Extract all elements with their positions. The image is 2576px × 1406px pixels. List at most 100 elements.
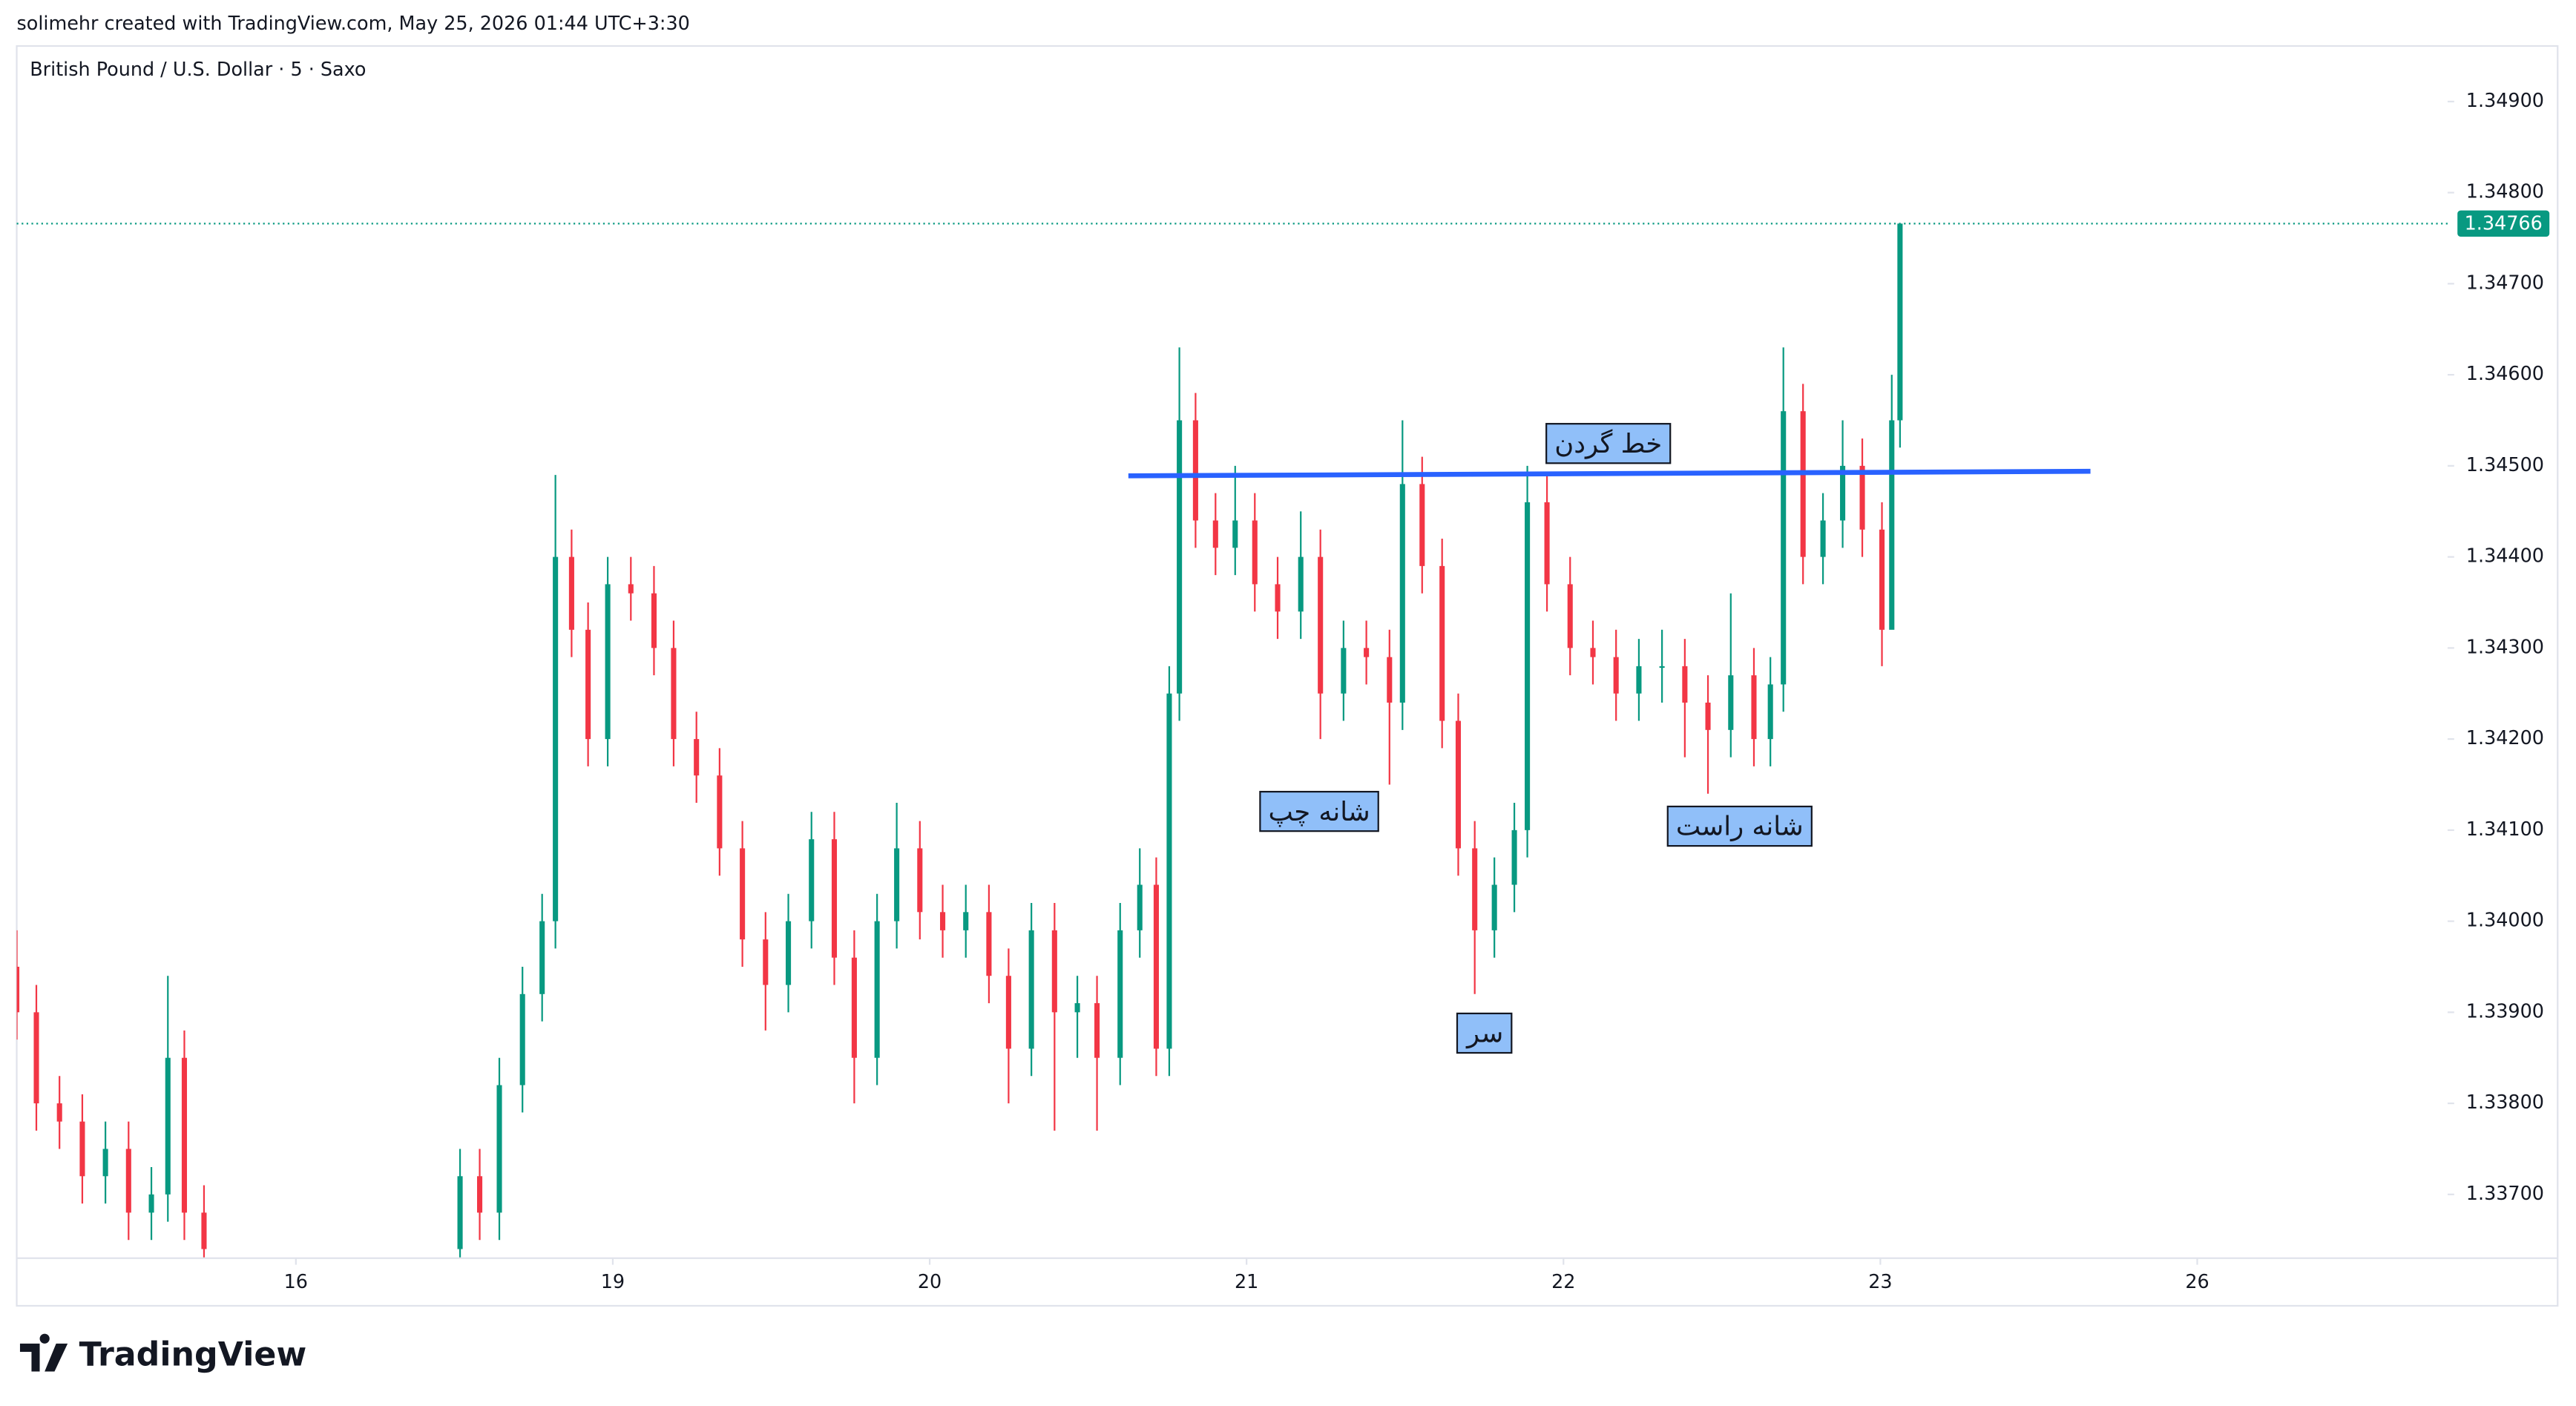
candle-body: [1387, 657, 1393, 703]
candle-body: [477, 1176, 483, 1213]
annotation-text: خط گردن: [1554, 429, 1662, 459]
candle-body: [1364, 648, 1370, 657]
candle-body: [894, 848, 900, 922]
candle-body: [1252, 520, 1258, 585]
candle-body: [809, 839, 815, 922]
candle-body: [605, 584, 611, 740]
candle-body: [694, 739, 700, 776]
y-tick-label: 1.34900: [2466, 90, 2544, 112]
candle-body: [1439, 565, 1445, 721]
y-tick-label: 1.34700: [2466, 272, 2544, 294]
y-tick-label: 1.34200: [2466, 727, 2544, 749]
x-tick-label: 19: [601, 1271, 625, 1293]
candle-body: [519, 993, 525, 1085]
candle-body: [917, 848, 923, 913]
candle-body: [1859, 465, 1865, 530]
candle-body: [1275, 584, 1281, 612]
candle-body: [1659, 666, 1665, 668]
y-tick-label: 1.34400: [2466, 545, 2544, 568]
candle-body: [1525, 502, 1531, 830]
candle-body: [1094, 1003, 1100, 1058]
last-price-label: 1.34766: [2465, 212, 2543, 234]
y-tick-label: 1.33800: [2466, 1091, 2544, 1114]
candle-body: [1153, 884, 1159, 1049]
x-tick-label: 22: [1551, 1271, 1575, 1293]
candle-body: [1567, 584, 1573, 648]
annotation: شانه چپ: [1259, 790, 1379, 832]
candle-body: [1705, 702, 1711, 730]
candle-body: [1781, 411, 1787, 685]
candle-body: [1613, 657, 1619, 694]
candle-body: [786, 921, 792, 985]
candle-body: [539, 921, 545, 994]
candle-body: [1051, 930, 1057, 1013]
candle-body: [831, 839, 838, 958]
plot-area: [16, 223, 1903, 1258]
candle-body: [457, 1176, 463, 1249]
neckline: [1128, 468, 2091, 479]
candle-body: [851, 957, 857, 1058]
candle-body: [1117, 930, 1123, 1058]
candle-body: [1298, 556, 1304, 612]
candle-body: [628, 584, 634, 594]
candle-body: [1137, 884, 1143, 930]
y-tick-label: 1.34100: [2466, 818, 2544, 841]
candle-body: [496, 1085, 502, 1213]
last-price-box: [2457, 210, 2550, 237]
candle-body: [56, 1103, 62, 1122]
candle-body: [1879, 529, 1885, 630]
candle-body: [102, 1149, 108, 1177]
candle-body: [763, 939, 769, 985]
candle-body: [1177, 420, 1183, 694]
annotation-box: [1259, 790, 1379, 832]
annotation: سر: [1456, 1012, 1513, 1054]
annotation-text: سر: [1465, 1019, 1503, 1049]
candle-body: [33, 1012, 39, 1104]
annotation-box: [1545, 423, 1672, 464]
candle-body: [165, 1057, 171, 1195]
candle-body: [1455, 720, 1462, 849]
candle-body: [963, 912, 969, 930]
candle-body: [1767, 684, 1773, 740]
candle-body: [1544, 502, 1550, 585]
y-tick-label: 1.34300: [2466, 636, 2544, 658]
candle-body: [1028, 930, 1034, 1049]
candle-body: [874, 921, 880, 1058]
candle-body: [1472, 848, 1478, 930]
candle-body: [1166, 693, 1172, 1049]
candle-body: [1399, 484, 1405, 703]
candle-body: [1590, 648, 1596, 657]
annotation: خط گردن: [1545, 423, 1672, 464]
candle-body: [740, 848, 746, 940]
candle-body: [125, 1149, 131, 1213]
candle-body: [1682, 666, 1688, 703]
candle-body: [1728, 675, 1734, 730]
y-tick-label: 1.34600: [2466, 363, 2544, 385]
x-tick-label: 20: [918, 1271, 942, 1293]
y-tick-label: 1.33900: [2466, 1000, 2544, 1022]
candle-body: [1897, 223, 1903, 421]
annotation-text: شانه راست: [1676, 812, 1804, 842]
candle-body: [940, 912, 946, 930]
candle-body: [148, 1194, 154, 1213]
candle-body: [1800, 411, 1806, 557]
candle-body: [1636, 666, 1642, 694]
candle-body: [1889, 420, 1895, 630]
candle-body: [1840, 465, 1846, 521]
candle-body: [201, 1212, 207, 1249]
x-tick-label: 21: [1235, 1271, 1258, 1293]
candle-body: [1511, 830, 1517, 885]
frame: [16, 45, 2559, 1307]
credit: solimehr created with TradingView.com, M…: [17, 13, 690, 35]
candle-body: [16, 966, 20, 1013]
candle-body: [1005, 976, 1011, 1049]
candle-body: [671, 648, 677, 740]
annotation-box: [1456, 1012, 1513, 1054]
x-tick-label: 26: [2185, 1271, 2209, 1293]
annotation: شانه راست: [1666, 805, 1813, 847]
candle-body: [1232, 520, 1238, 548]
candle-body: [568, 556, 574, 630]
candle-body: [1491, 884, 1497, 930]
